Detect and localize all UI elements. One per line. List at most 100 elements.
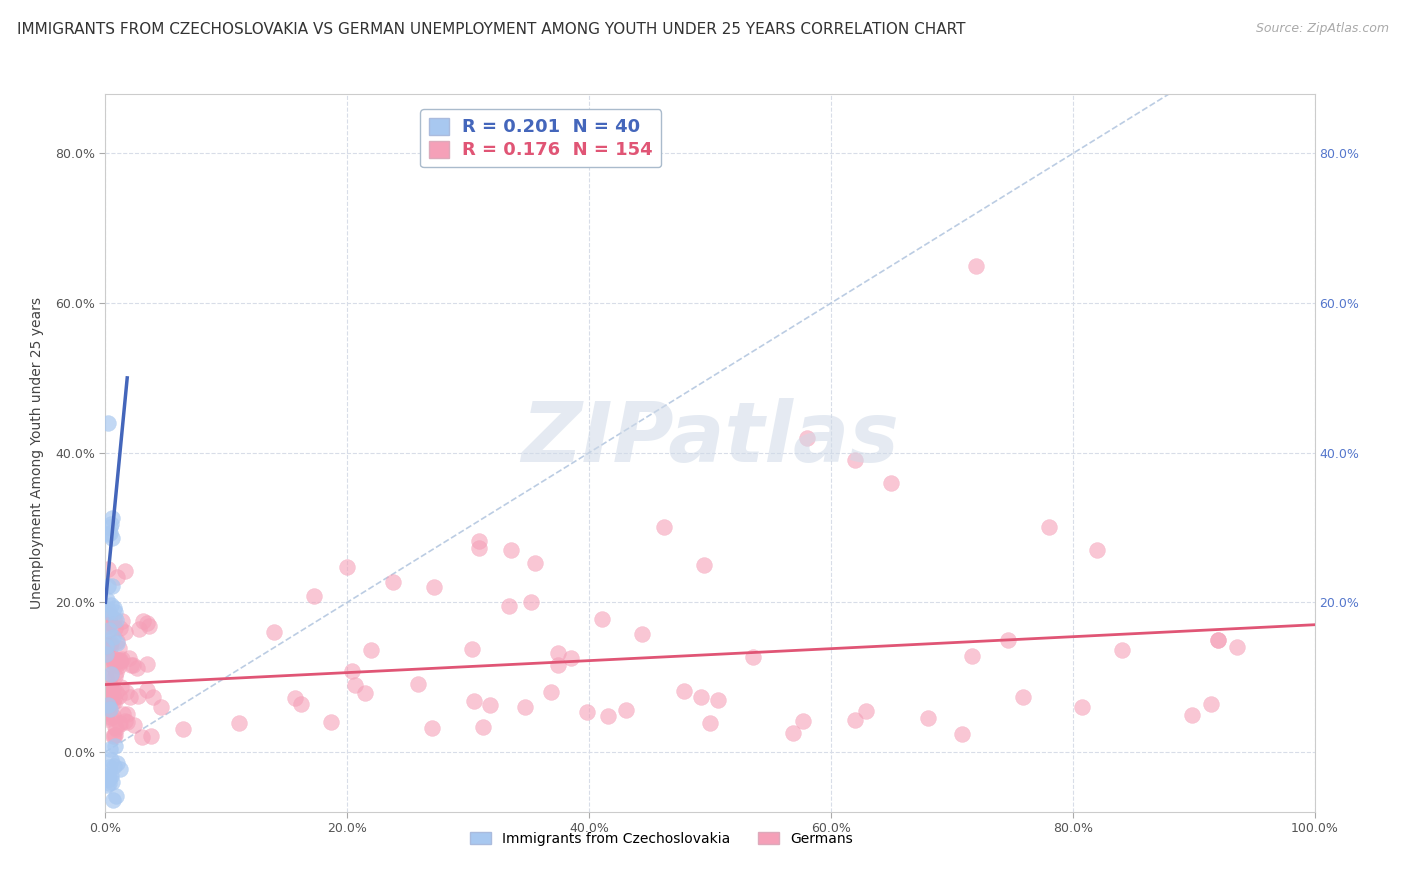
Point [98, 759, 121, 773]
Point [100, 511, 122, 525]
Point [844, 713, 866, 727]
Point [381, 575, 404, 590]
Point [844, 453, 866, 467]
Point [742, 650, 765, 665]
Point [118, 690, 141, 704]
Point [131, 730, 153, 744]
Point [100, 680, 122, 694]
Point [105, 722, 128, 736]
Point [101, 658, 124, 673]
Point [100, 519, 122, 533]
Point [103, 691, 125, 706]
Point [101, 630, 124, 644]
Point [108, 640, 131, 655]
Point [108, 654, 131, 668]
Point [108, 762, 131, 776]
Point [98, 623, 121, 637]
Text: ZIPatlas: ZIPatlas [522, 398, 898, 479]
Point [94, 709, 117, 723]
Point [94, 605, 117, 619]
Point [108, 689, 131, 703]
Point [103, 708, 125, 723]
Point [614, 703, 637, 717]
Point [353, 686, 375, 700]
Point [98, 683, 121, 698]
Point [1206, 632, 1229, 647]
Point [962, 649, 984, 664]
Point [422, 580, 444, 594]
Point [360, 643, 382, 657]
Point [699, 715, 721, 730]
Point [97, 687, 120, 701]
Point [104, 669, 127, 683]
Point [880, 475, 903, 490]
Point [118, 651, 141, 665]
Point [97, 416, 120, 430]
Point [96, 671, 118, 685]
Point [96, 646, 118, 660]
Point [101, 793, 124, 807]
Point [97, 772, 120, 787]
Point [547, 657, 569, 672]
Point [672, 683, 695, 698]
Point [468, 534, 491, 549]
Point [105, 613, 128, 627]
Point [498, 599, 520, 613]
Point [513, 699, 536, 714]
Point [136, 616, 159, 631]
Point [540, 685, 562, 699]
Point [598, 709, 620, 723]
Point [96, 593, 118, 607]
Point [105, 665, 128, 679]
Point [950, 727, 973, 741]
Point [97, 527, 120, 541]
Point [104, 685, 127, 699]
Point [1012, 690, 1035, 704]
Point [1071, 699, 1094, 714]
Point [472, 720, 495, 734]
Point [103, 612, 125, 626]
Point [96, 641, 118, 656]
Point [114, 714, 136, 728]
Point [98, 701, 121, 715]
Point [104, 728, 127, 742]
Point [105, 569, 128, 583]
Point [96, 712, 118, 726]
Point [114, 625, 136, 640]
Point [1201, 698, 1223, 712]
Point [105, 756, 128, 770]
Point [796, 431, 818, 445]
Point [94, 648, 117, 662]
Point [335, 559, 357, 574]
Point [172, 722, 194, 736]
Point [100, 637, 122, 651]
Point [97, 605, 120, 619]
Point [94, 640, 117, 654]
Point [499, 543, 522, 558]
Point [1181, 708, 1204, 723]
Point [591, 612, 613, 626]
Point [917, 711, 939, 725]
Point [340, 664, 363, 678]
Point [100, 753, 122, 767]
Point [97, 653, 120, 667]
Point [105, 636, 128, 650]
Point [103, 729, 125, 743]
Point [693, 558, 716, 572]
Point [463, 693, 485, 707]
Point [142, 690, 165, 704]
Point [560, 651, 582, 665]
Point [128, 622, 150, 636]
Point [101, 775, 124, 789]
Point [103, 655, 125, 669]
Point [94, 620, 117, 634]
Point [100, 668, 122, 682]
Point [547, 646, 569, 660]
Point [115, 706, 138, 721]
Point [98, 607, 121, 622]
Point [96, 624, 118, 638]
Point [98, 776, 121, 790]
Point [690, 690, 713, 705]
Point [997, 633, 1019, 648]
Point [132, 614, 155, 628]
